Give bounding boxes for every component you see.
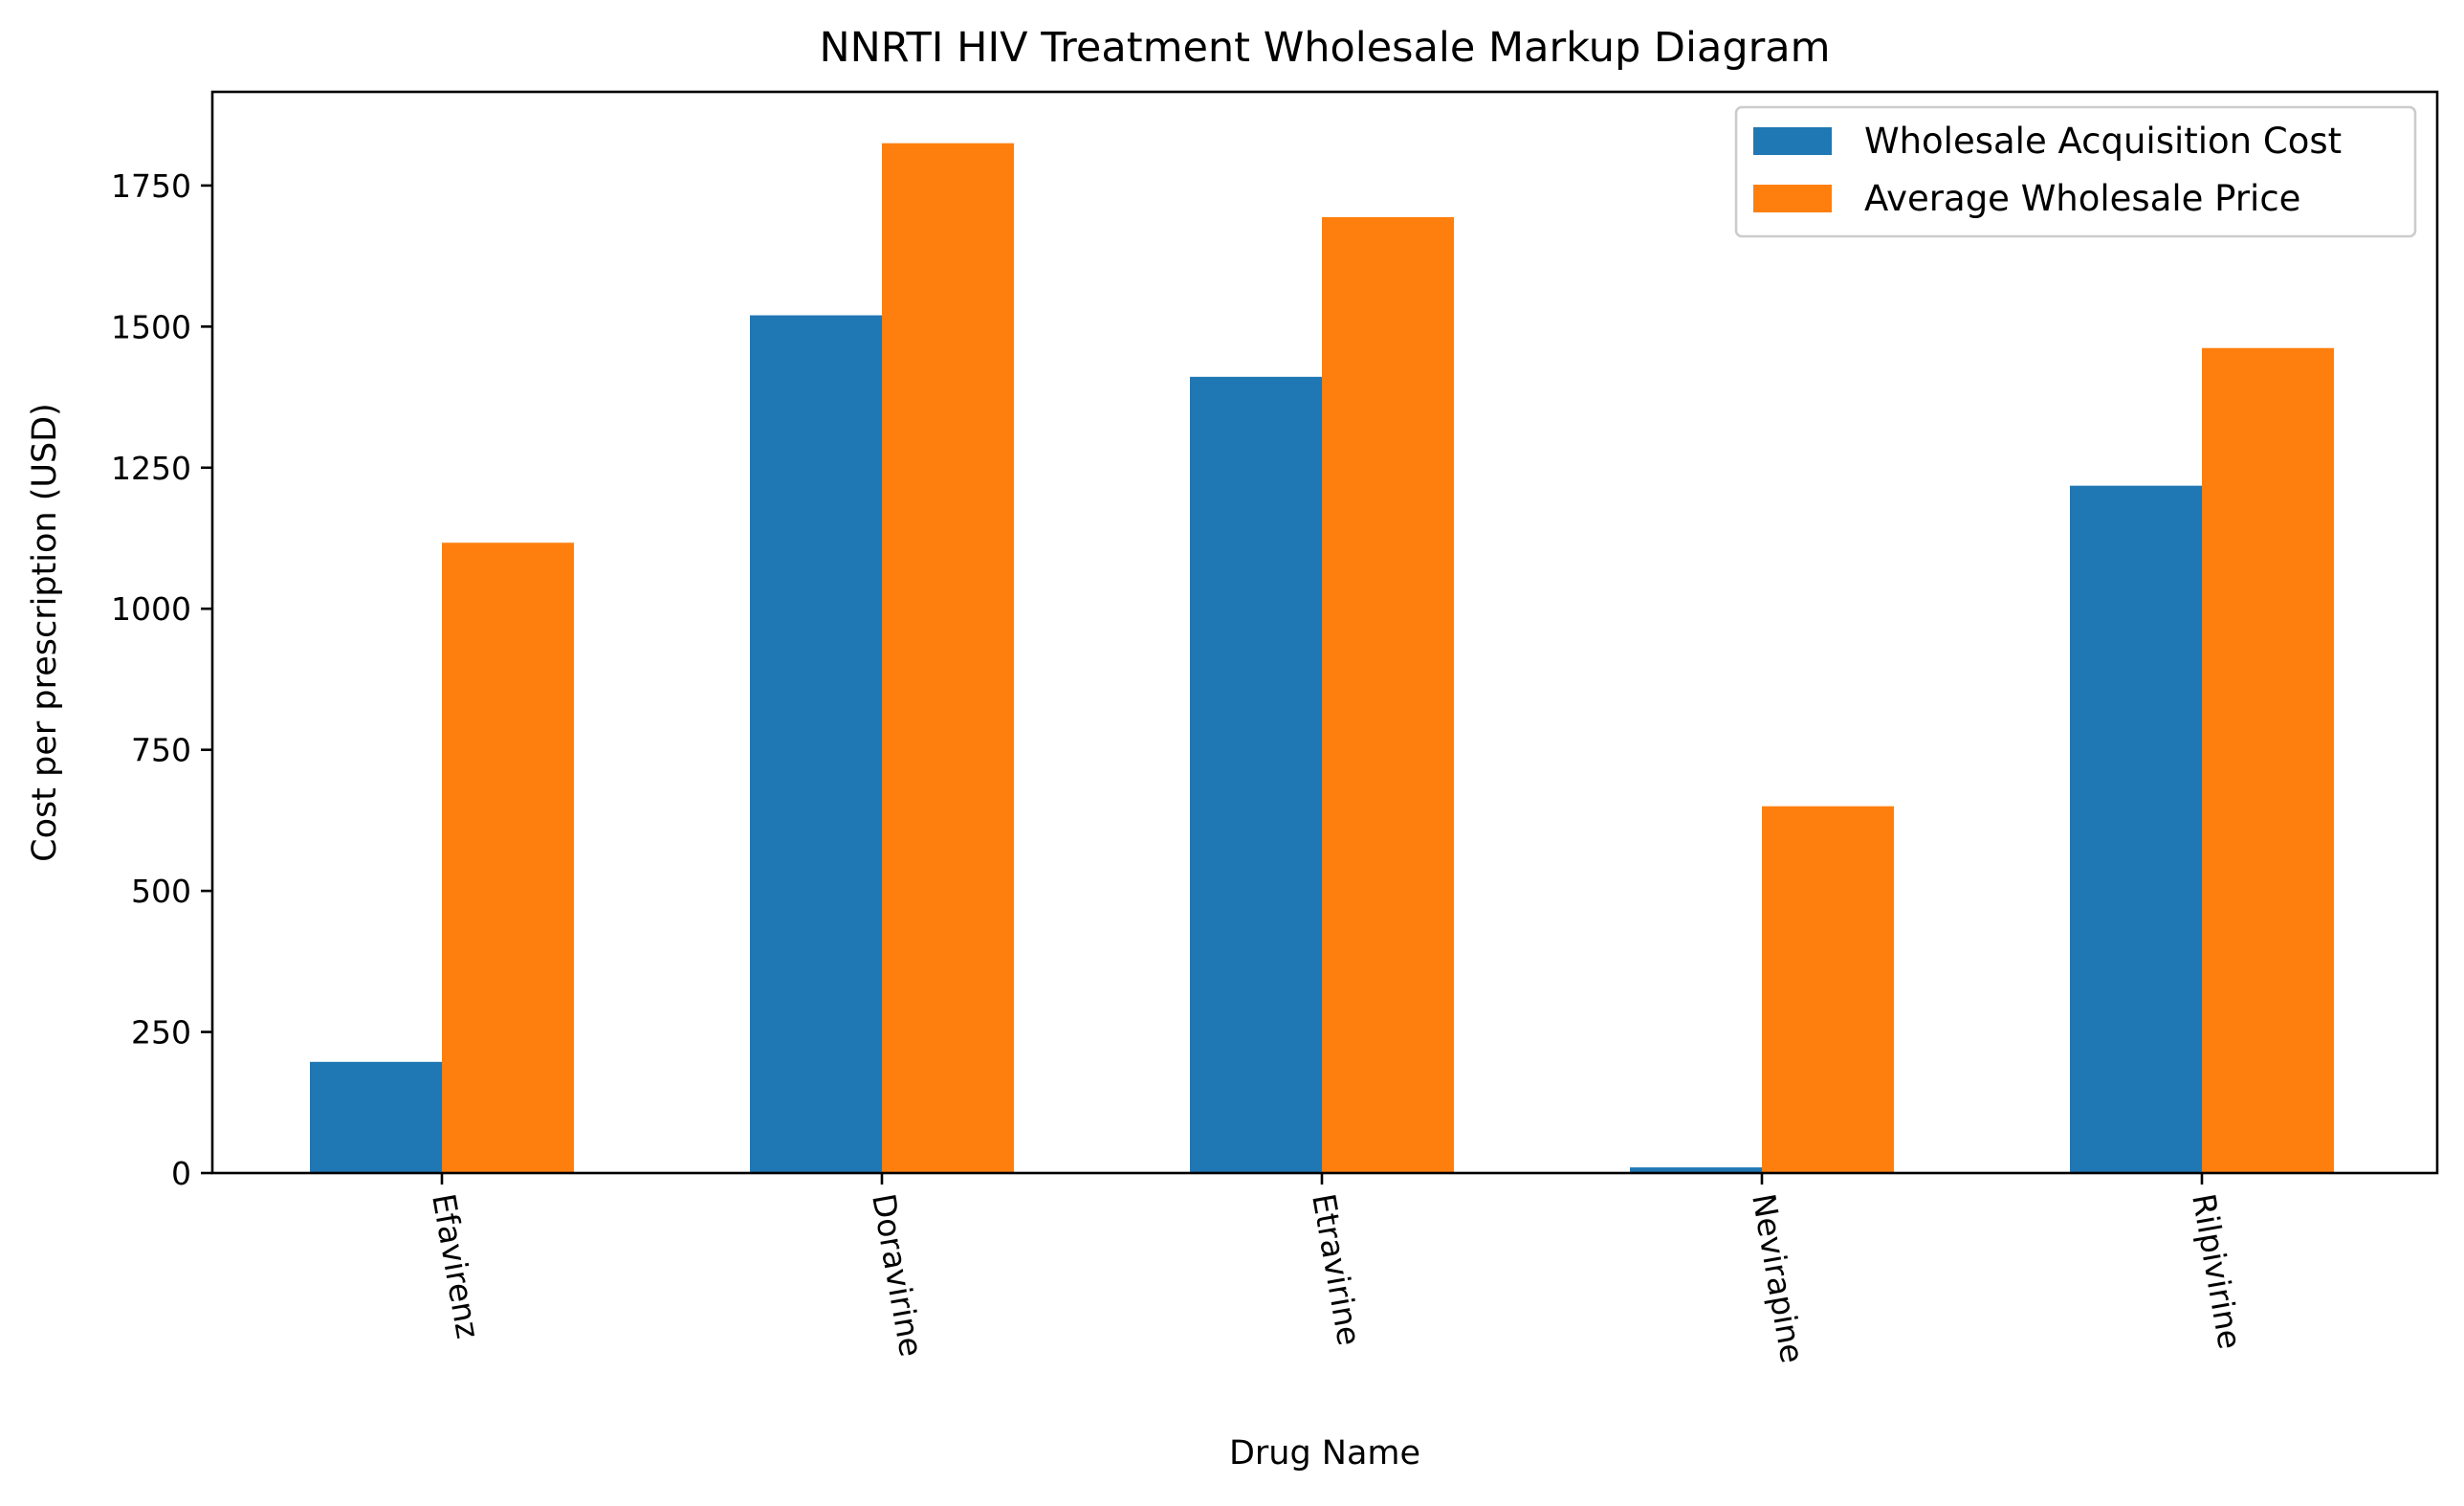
y-tick-label-1000: 1000 [111,590,191,628]
bar-wholesale-acquisition-cost-etravirine [1190,376,1322,1174]
y-tick-label-0: 0 [171,1155,191,1192]
bar-wholesale-acquisition-cost-efavirenz [310,1061,442,1173]
legend-label-average-wholesale-price: Average Wholesale Price [1864,178,2300,219]
y-tick-label-1500: 1500 [111,308,191,345]
y-tick-label-1250: 1250 [111,450,191,487]
legend-swatch-wholesale-acquisition-cost [1753,127,1832,155]
bar-average-wholesale-price-nevirapine [1762,806,1894,1173]
y-tick-label-250: 250 [131,1014,191,1052]
y-tick-label-500: 500 [131,873,191,910]
legend: Wholesale Acquisition Cost Average Whole… [1734,105,2417,238]
y-axis-title: Cost per prescription (USD) [26,403,64,862]
y-axis: 0 250 500 750 1000 1250 1500 1750 [111,167,212,1192]
y-tick-label-1750: 1750 [111,167,191,205]
bar-wholesale-acquisition-cost-rilpivirine [2070,485,2202,1174]
bars-layer [310,143,2334,1174]
chart-title: NNRTI HIV Treatment Wholesale Markup Dia… [819,24,1830,72]
bar-wholesale-acquisition-cost-nevirapine [1630,1167,1762,1173]
bar-average-wholesale-price-rilpivirine [2202,347,2334,1173]
legend-swatch-average-wholesale-price [1753,185,1832,212]
bar-average-wholesale-price-doravirine [882,143,1014,1174]
legend-frame [1734,105,2417,238]
bar-average-wholesale-price-etravirine [1322,216,1454,1173]
bar-average-wholesale-price-efavirenz [442,543,574,1173]
x-axis-title: Drug Name [1229,1434,1420,1473]
plot-frame [210,90,2439,1175]
y-tick-label-750: 750 [131,732,191,769]
bar-wholesale-acquisition-cost-doravirine [750,315,882,1173]
legend-label-wholesale-acquisition-cost: Wholesale Acquisition Cost [1864,121,2342,162]
